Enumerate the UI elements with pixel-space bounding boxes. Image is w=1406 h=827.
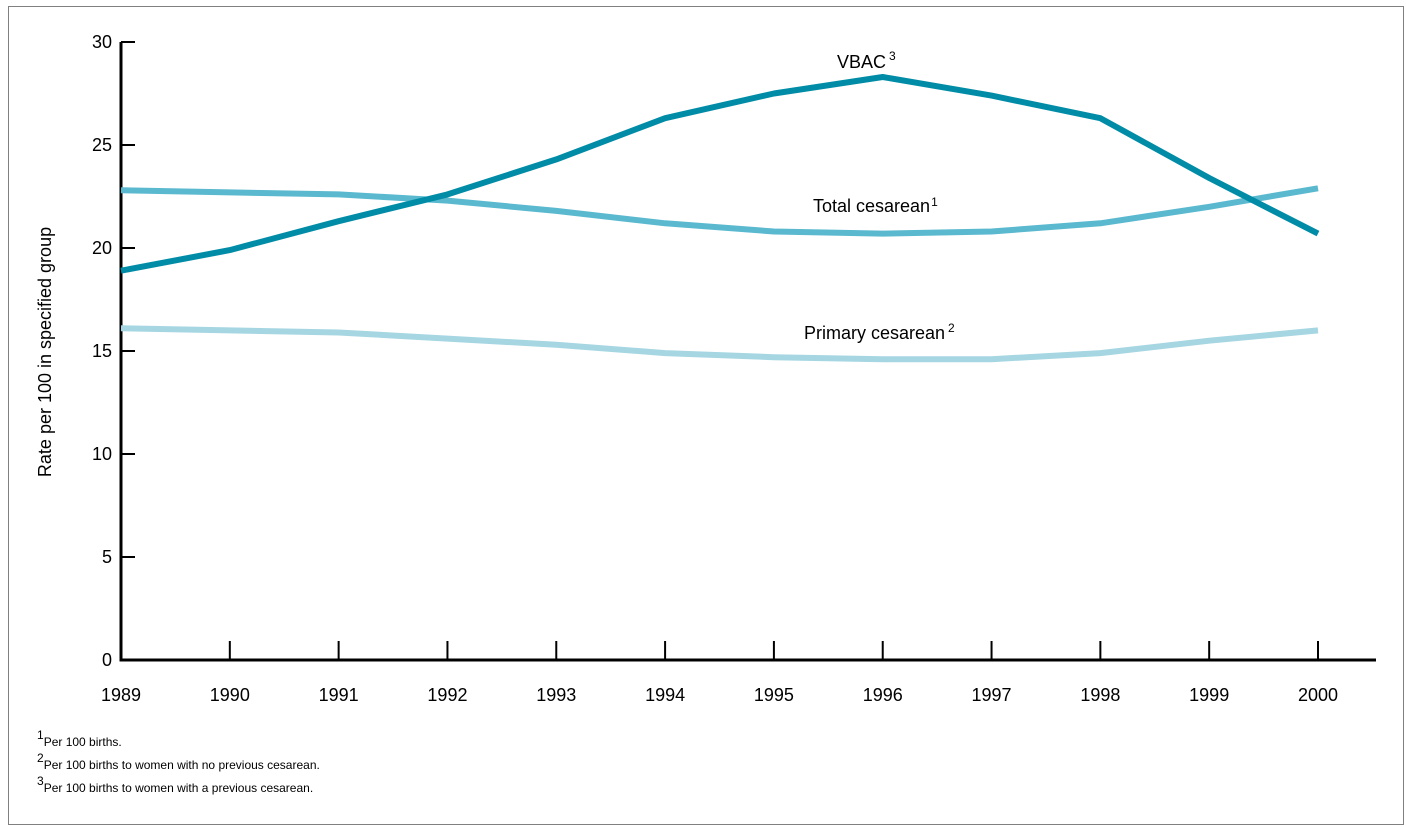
y-axis-label: Rate per 100 in specified group <box>35 227 55 477</box>
series-line-vbac <box>120 74 1320 274</box>
series-lines <box>120 74 1320 363</box>
x-tick-label: 1990 <box>210 685 250 705</box>
series-label-footnote-mark: 3 <box>889 49 896 63</box>
chart-frame <box>8 6 1404 825</box>
series-line-total-cesarean <box>120 185 1319 237</box>
series-label: VBAC 3 <box>837 49 896 72</box>
footnote-mark: 3 <box>37 774 44 788</box>
series-label-footnote-mark: 1 <box>931 195 938 209</box>
y-tick-label: 15 <box>92 341 112 361</box>
y-tick-label: 5 <box>102 547 112 567</box>
x-tick-label: 1989 <box>101 685 141 705</box>
footnote-text: Per 100 births to women with a previous … <box>43 781 314 795</box>
series-labels: VBAC 3 Total cesarean1 Primary cesarean 2 <box>804 49 955 343</box>
x-tick-label: 1995 <box>754 685 794 705</box>
axes: 0 5 10 15 20 25 30 1989 1990 1991 1992 1993 1994 1995… <box>92 32 1376 705</box>
x-tick-label: 1999 <box>1189 685 1229 705</box>
x-tick-label: 1994 <box>645 685 685 705</box>
y-tick-label: 25 <box>92 135 112 155</box>
footnote-3: 3Per 100 births to women with a previous… <box>37 774 320 800</box>
footnotes: 1Per 100 births. 2Per 100 births to wome… <box>37 728 320 800</box>
x-tick-label: 1992 <box>427 685 467 705</box>
footnote-1: 1Per 100 births. <box>37 728 320 754</box>
y-tick-label: 10 <box>92 444 112 464</box>
x-tick-label: 1996 <box>863 685 903 705</box>
series-line-primary-cesarean <box>120 325 1319 363</box>
x-tick-label: 1993 <box>536 685 576 705</box>
y-tick-label: 0 <box>102 650 112 670</box>
footnote-2: 2Per 100 births to women with no previou… <box>37 751 320 777</box>
x-tick-label: 2000 <box>1298 685 1338 705</box>
series-label: Total cesarean1 <box>813 195 938 216</box>
x-tick-label: 1997 <box>972 685 1012 705</box>
footnote-text: Per 100 births. <box>43 735 122 749</box>
footnote-text: Per 100 births to women with no previous… <box>43 758 320 772</box>
series-label: Primary cesarean 2 <box>804 321 955 343</box>
x-tick-label: 1998 <box>1080 685 1120 705</box>
footnote-mark: 1 <box>37 728 44 742</box>
y-tick-label: 20 <box>92 238 112 258</box>
x-tick-label: 1991 <box>319 685 359 705</box>
y-tick-label: 30 <box>92 32 112 52</box>
series-label-footnote-mark: 2 <box>948 321 955 335</box>
footnote-mark: 2 <box>37 751 44 765</box>
